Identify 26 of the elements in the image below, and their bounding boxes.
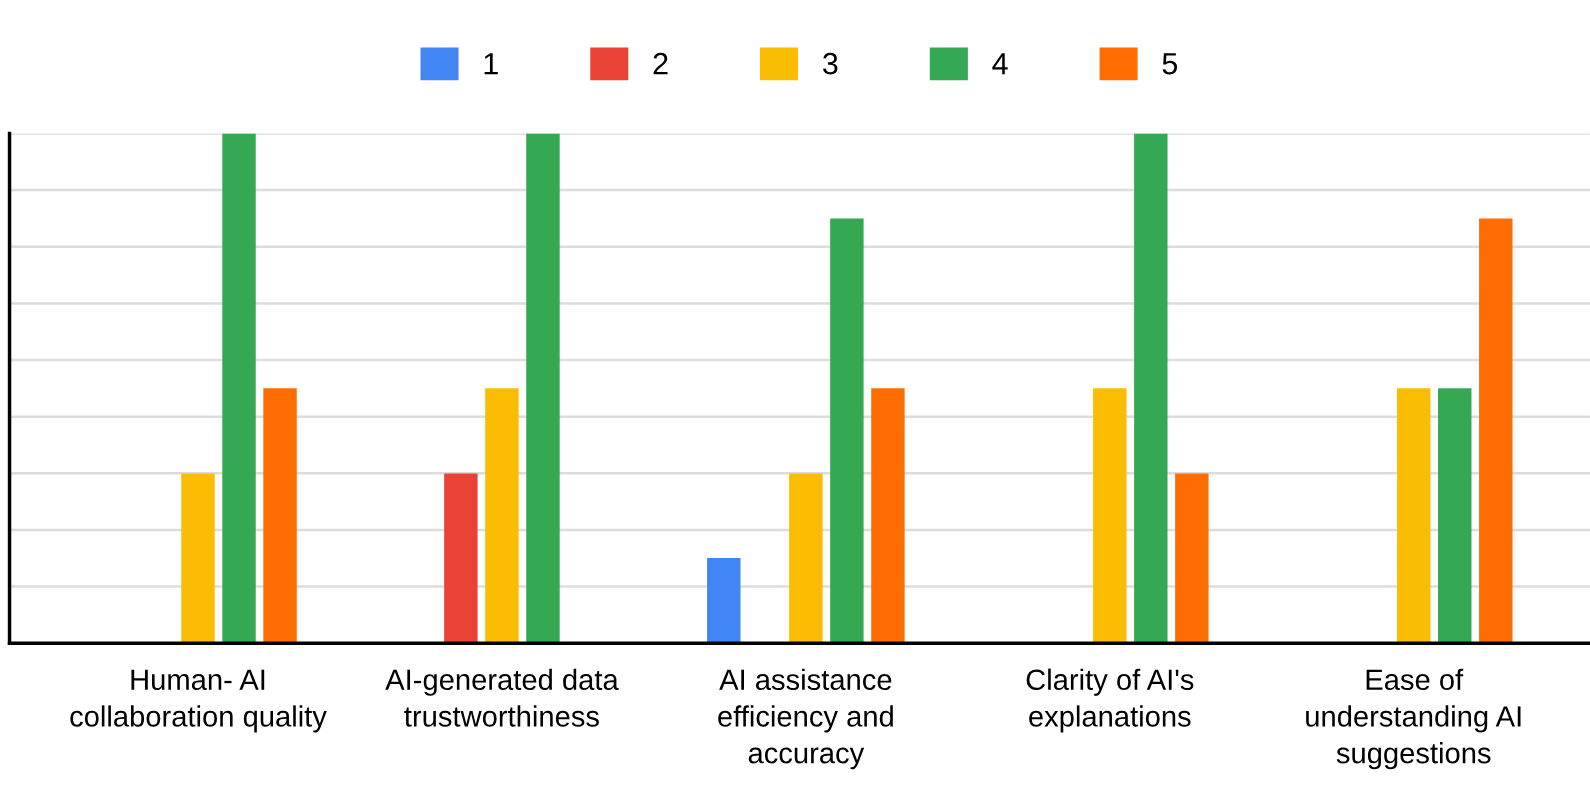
bar (1397, 388, 1431, 644)
legend-label: 3 (822, 52, 838, 75)
bar (789, 473, 823, 644)
bar (707, 558, 741, 644)
legend-label: 1 (484, 53, 498, 75)
bar (871, 388, 905, 644)
bar (526, 133, 560, 644)
bar (1134, 133, 1168, 644)
bar (485, 388, 519, 644)
bar (1093, 388, 1127, 644)
legend-label: 4 (992, 53, 1008, 75)
x-tick-label: AI assistance efficiency and accuracy (718, 668, 893, 770)
x-tick-label: AI-generated data trustworthiness (385, 668, 619, 727)
bar (444, 473, 478, 644)
bar (830, 218, 864, 644)
bar (222, 133, 256, 644)
bar (181, 473, 215, 644)
x-tick-label: Clarity of AI's explanations (1026, 668, 1194, 733)
x-tick-label: Ease of understanding AI suggestions (1306, 668, 1521, 770)
x-tick-label: Human- AI collaboration quality (70, 669, 327, 733)
legend-label: 2 (653, 52, 668, 75)
bar (1479, 218, 1513, 644)
bar (263, 388, 297, 644)
bar (1438, 388, 1472, 644)
legend-label: 5 (1162, 53, 1178, 75)
bar (1175, 473, 1209, 644)
